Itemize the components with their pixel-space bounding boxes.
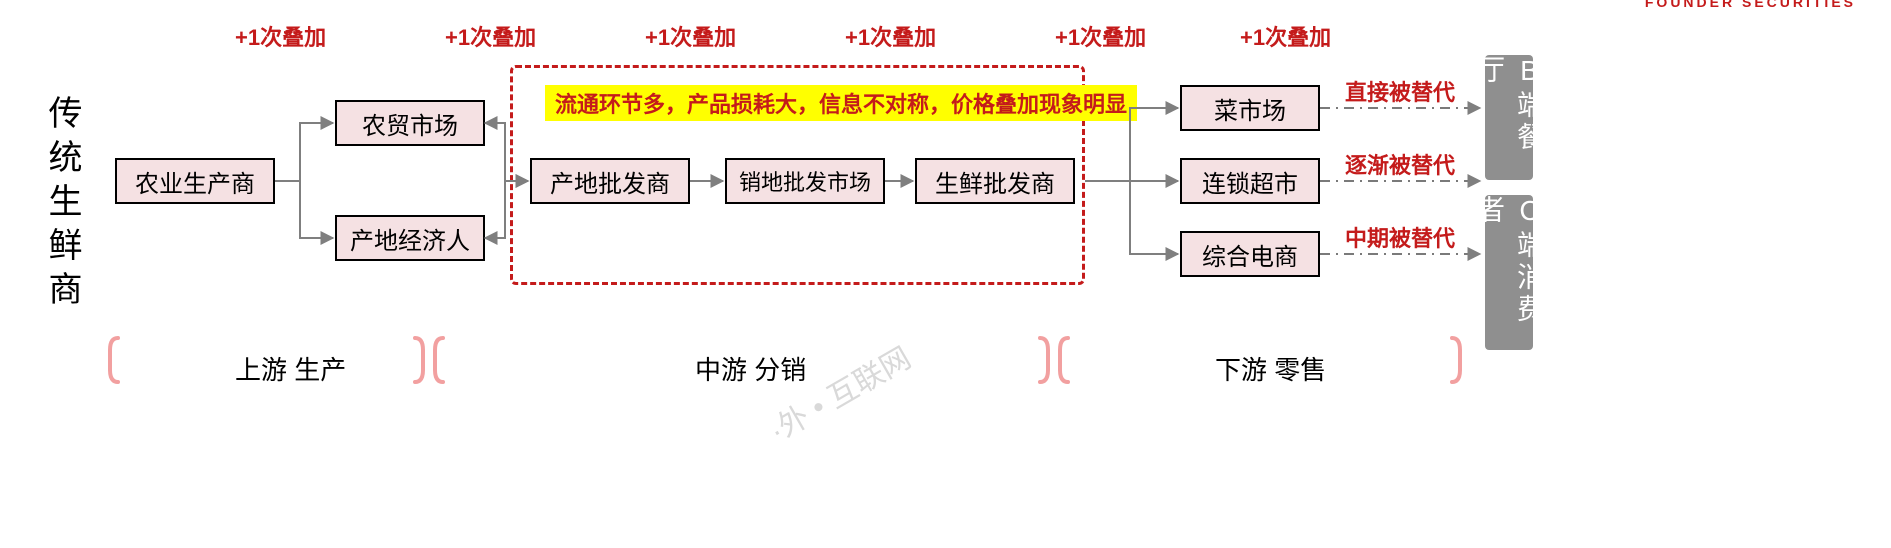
overlay-plus1-3: +1次叠加: [645, 20, 736, 52]
overlay-plus1-6: +1次叠加: [1240, 20, 1331, 52]
replace-label-3: 中期被替代: [1345, 221, 1455, 253]
node-local-economy: 产地经济人: [335, 215, 485, 261]
overlay-plus1-4: +1次叠加: [845, 20, 936, 52]
left-vertical-title: 传统生鲜商: [38, 95, 87, 315]
brand-fragment: FOUNDER SECURITIES: [1645, 0, 1856, 10]
endnode-b-restaurant: B端餐厅: [1485, 55, 1533, 180]
node-chain-super: 连锁超市: [1180, 158, 1320, 204]
section-upstream: 上游 生产: [235, 350, 346, 387]
overlay-plus1-2: +1次叠加: [445, 20, 536, 52]
section-midstream: 中游 分销: [695, 350, 806, 387]
replace-label-2: 逐渐被替代: [1345, 148, 1455, 180]
node-origin-wholesale: 产地批发商: [530, 158, 690, 204]
section-downstream: 下游 零售: [1215, 350, 1326, 387]
overlay-plus1-5: +1次叠加: [1055, 20, 1146, 52]
overlay-plus1-1: +1次叠加: [235, 20, 326, 52]
node-farmers-market: 农贸市场: [335, 100, 485, 146]
node-ecommerce: 综合电商: [1180, 231, 1320, 277]
node-sales-wholesale-market: 销地批发市场: [725, 158, 885, 204]
highlight-note: 流通环节多，产品损耗大，信息不对称，价格叠加现象明显: [545, 85, 1137, 121]
node-wet-market: 菜市场: [1180, 85, 1320, 131]
replace-label-1: 直接被替代: [1345, 75, 1455, 107]
node-fresh-wholesale: 生鲜批发商: [915, 158, 1075, 204]
node-agri-producer: 农业生产商: [115, 158, 275, 204]
endnode-c-consumer: C端消费者: [1485, 195, 1533, 350]
